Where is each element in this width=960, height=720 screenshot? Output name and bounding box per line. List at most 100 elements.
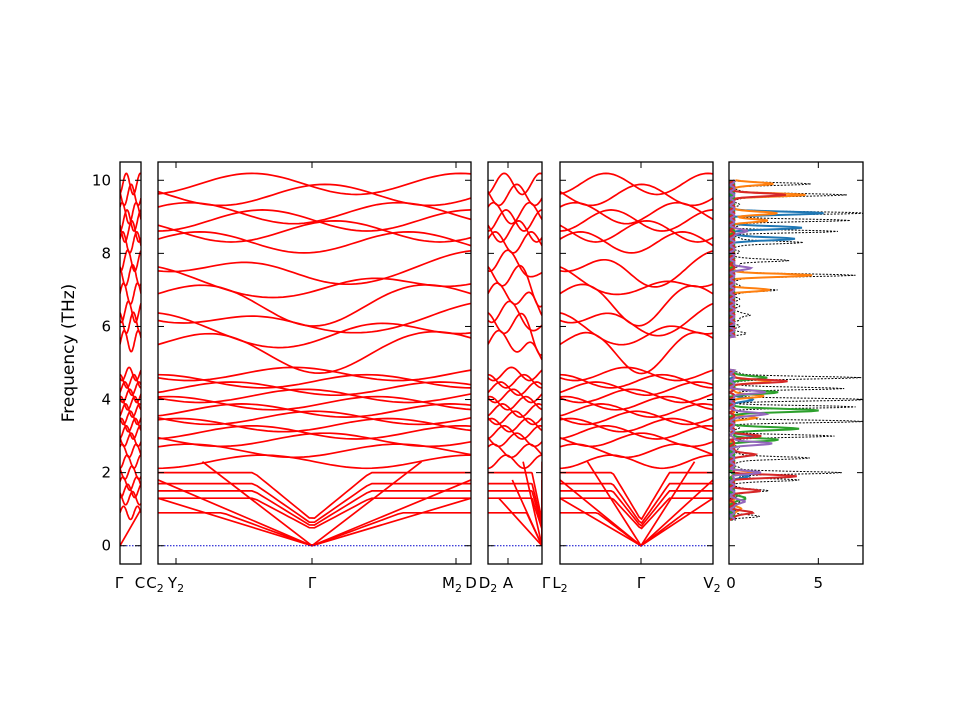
band-line (488, 490, 542, 527)
y-axis-label: Frequency (THz) (59, 284, 79, 423)
band-line (560, 410, 713, 426)
band-line (158, 381, 471, 397)
x-tick-label: Y2 (167, 574, 184, 595)
band-line (560, 250, 713, 288)
band-line (560, 425, 713, 440)
band-line (120, 490, 141, 506)
dos-frame (728, 161, 864, 565)
band-line (560, 432, 713, 448)
band-line (560, 388, 713, 404)
x-tick-label: Γ (115, 574, 124, 592)
x-tick-label: D2 (479, 574, 498, 595)
band-line (120, 410, 141, 426)
band-line (158, 266, 471, 299)
band-line (488, 454, 542, 470)
band-line (120, 465, 141, 481)
band-line (560, 231, 713, 254)
band-line (488, 366, 542, 382)
band-line (560, 417, 713, 433)
band-line (158, 249, 471, 286)
band-line (488, 282, 542, 316)
band-line (158, 410, 471, 426)
band-line (158, 417, 471, 433)
band-line (488, 249, 542, 278)
x-tick-label: C2 (146, 574, 163, 595)
band-line (488, 300, 542, 332)
band-panel-seg3: D2 A Γ (479, 161, 551, 595)
acoustic-branch (120, 508, 141, 547)
band-line (158, 366, 471, 382)
band-line (158, 497, 471, 529)
band-line (560, 172, 713, 196)
band-line (120, 425, 141, 440)
band-line (488, 471, 542, 521)
y-tick-label: 4 (101, 391, 111, 409)
band-line (488, 403, 542, 418)
y-tick-label: 8 (101, 244, 111, 262)
x-tick-label: Γ (308, 574, 317, 592)
band-line (488, 410, 542, 426)
acoustic-branch (201, 460, 423, 547)
band-line (488, 373, 542, 389)
band-lines (158, 172, 471, 547)
acoustic-branch (511, 479, 542, 547)
band-line (158, 183, 471, 207)
band-line (120, 403, 141, 418)
panel-frame (559, 161, 714, 565)
x-tick-label: Γ (637, 574, 646, 592)
band-line (120, 231, 141, 254)
band-line (158, 490, 471, 526)
y-tick-label: 6 (101, 317, 111, 335)
y-tick-label: 10 (92, 171, 111, 189)
band-line (560, 220, 713, 243)
band-line (560, 395, 713, 411)
band-line (158, 220, 471, 243)
panel-frame (487, 161, 543, 565)
x-tick-label: D (465, 574, 477, 592)
band-line (488, 264, 542, 308)
band-line (488, 482, 542, 525)
acoustic-branch (522, 461, 542, 546)
band-line (560, 403, 713, 418)
band-line (120, 388, 141, 404)
band-lines (120, 172, 141, 547)
band-line (120, 329, 141, 353)
band-line (560, 490, 713, 527)
band-line (158, 209, 471, 232)
band-line (488, 220, 542, 243)
x-tick-label: C (135, 574, 145, 592)
band-line (158, 284, 471, 327)
band-line (158, 482, 471, 524)
band-line (560, 312, 713, 346)
x-tick-label: V2 (703, 574, 720, 595)
band-line (560, 283, 713, 327)
band-line (560, 183, 713, 207)
panel-frame (119, 161, 142, 565)
band-line (120, 505, 141, 521)
x-tick-label: A (503, 574, 514, 592)
band-line (120, 263, 141, 287)
band-line (560, 366, 713, 382)
band-line (158, 395, 471, 411)
band-line (488, 172, 542, 196)
band-line (158, 373, 471, 389)
x-tick-label: Γ (542, 574, 551, 592)
dos-series-1 (729, 179, 824, 522)
band-line (488, 417, 542, 433)
y-tick-label: 0 (101, 537, 111, 555)
band-line (488, 395, 542, 411)
panel-frame (157, 161, 472, 565)
band-line (488, 312, 542, 356)
dos-x-tick-label: 5 (814, 574, 824, 592)
band-line (158, 403, 471, 418)
band-line (158, 432, 471, 448)
band-line (158, 172, 471, 196)
band-line (158, 330, 471, 374)
band-line (488, 329, 542, 361)
band-line (120, 249, 141, 273)
dos-curves (729, 179, 863, 522)
band-line (560, 209, 713, 232)
band-line (560, 266, 713, 296)
band-line (560, 373, 713, 389)
